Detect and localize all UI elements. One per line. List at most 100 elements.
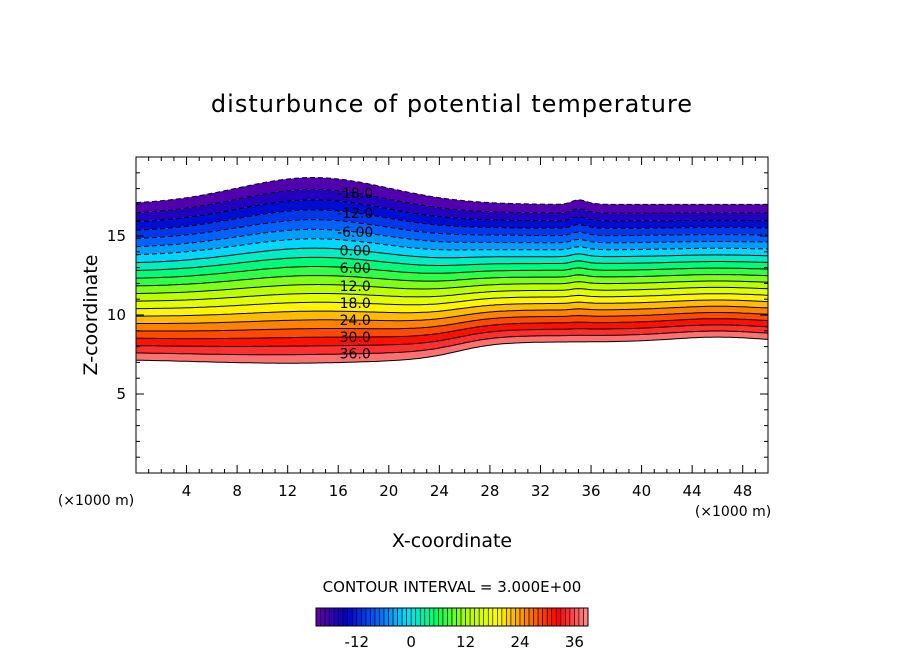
colorbar-cell <box>433 607 439 627</box>
contour-line <box>136 286 768 302</box>
contour-band <box>136 293 768 317</box>
contour-line <box>136 273 768 287</box>
colorbar-frame <box>315 607 589 627</box>
y-tick-label: 10 <box>107 306 126 324</box>
contour-band <box>136 318 768 347</box>
colorbar-cell <box>487 607 494 627</box>
contour-label: 30.0 <box>340 330 371 346</box>
colorbar <box>315 607 589 627</box>
colorbar-cell <box>578 607 584 627</box>
colorbar-cell <box>519 607 525 627</box>
colorbar-tick-label: -12 <box>345 633 370 651</box>
colorbar-cell <box>392 607 398 627</box>
colorbar-cell <box>320 607 326 627</box>
colorbar-cell <box>460 607 466 627</box>
contour-labels: -18.0 -12.0 -6.00 0.00 6.00 12.018.024.030.03… <box>337 186 373 363</box>
y-tick-label: 15 <box>107 227 126 245</box>
colorbar-tick-label: 24 <box>510 633 529 651</box>
colorbar-cell <box>329 607 335 627</box>
colorbar-cell <box>546 607 553 627</box>
x-tick-label: 8 <box>232 482 242 500</box>
contour-label: 0.00 <box>340 243 371 259</box>
contour-line <box>136 199 768 223</box>
colorbar-cell <box>474 607 480 627</box>
colorbar-cell <box>469 607 475 627</box>
contour-label: -6.00 <box>337 225 373 241</box>
contour-label: -12.0 <box>337 206 373 222</box>
x-tick-label: 28 <box>480 482 499 500</box>
contour-band <box>136 177 768 214</box>
colorbar-cell <box>465 607 471 627</box>
contour-band <box>136 306 768 331</box>
colorbar-cell <box>379 607 385 627</box>
colorbar-cell <box>424 607 430 627</box>
x-axis-label: X-coordinate <box>392 530 512 552</box>
contour-band <box>136 324 768 355</box>
contour-interval-label: CONTOUR INTERVAL = 3.000E+00 <box>323 578 582 596</box>
colorbar-cell <box>315 607 321 627</box>
colorbar-cell <box>410 607 417 627</box>
x-tick-label: 16 <box>329 482 348 500</box>
contour-band <box>136 281 768 302</box>
colorbar-cell <box>501 607 507 627</box>
z-unit-label: (×1000 m) <box>58 493 134 509</box>
colorbar-cell <box>456 607 462 627</box>
colorbar-cell <box>497 607 503 627</box>
contour-band <box>136 257 768 279</box>
contour-band <box>136 248 768 271</box>
contour-label: 6.00 <box>340 261 371 277</box>
colorbar-cell <box>442 607 448 627</box>
colorbar-cell <box>478 607 485 627</box>
x-tick-label: 32 <box>531 482 550 500</box>
y-axis-label: Z-coordinate <box>80 255 102 376</box>
colorbar-cell <box>351 607 358 627</box>
colorbar-cell <box>429 607 435 627</box>
colorbar-cell <box>447 607 453 627</box>
colorbar-cell <box>510 607 516 627</box>
contour-band <box>136 209 768 239</box>
colorbar-cell <box>569 607 575 627</box>
colorbar-cell <box>506 607 512 627</box>
contour-line <box>136 324 768 347</box>
contour-line <box>136 293 768 310</box>
colorbar-cell <box>415 607 421 627</box>
colorbar-cell <box>574 607 580 627</box>
chart-title: disturbunce of potential temperature <box>211 90 693 118</box>
contour-line <box>136 219 768 239</box>
contour-line <box>136 336 768 364</box>
contour-line <box>136 238 768 256</box>
x-tick-label: 36 <box>581 482 600 500</box>
contour-band <box>136 287 768 309</box>
x-tick-label: 20 <box>379 482 398 500</box>
colorbar-cell <box>524 607 530 627</box>
contour-line <box>136 318 768 340</box>
contour-line <box>136 305 768 324</box>
colorbar-tick-labels: -12 0 12 24 36 <box>345 633 584 651</box>
contour-line <box>136 280 768 294</box>
colorbar-cell <box>565 607 571 627</box>
colorbar-cell <box>361 607 367 627</box>
colorbar-cell <box>374 607 380 627</box>
contour-line <box>136 176 768 205</box>
contour-band <box>136 199 768 231</box>
x-tick-label: 44 <box>683 482 702 500</box>
colorbar-cell <box>365 607 371 627</box>
colorbar-cell <box>438 607 444 627</box>
contour-label: 12.0 <box>340 279 371 295</box>
colorbar-cell <box>356 607 362 627</box>
x-unit-label: (×1000 m) <box>695 504 771 520</box>
colorbar-cell <box>406 607 412 627</box>
colorbar-cell <box>537 607 543 627</box>
colorbar-cell <box>483 607 489 627</box>
colorbar-cell <box>338 607 344 627</box>
contour-band <box>136 266 768 286</box>
colorbar-cell <box>333 607 339 627</box>
colorbar-cell <box>370 607 376 627</box>
contour-line <box>136 312 768 332</box>
contour-label: 36.0 <box>340 347 371 363</box>
colorbar-cell <box>533 607 539 627</box>
x-tick-label: 12 <box>278 482 297 500</box>
contour-band <box>136 189 768 222</box>
contour-label: -18.0 <box>337 186 373 202</box>
